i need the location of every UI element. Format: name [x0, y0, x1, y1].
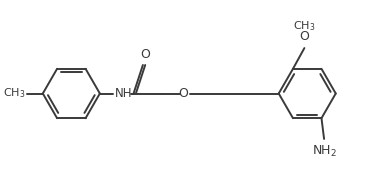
Text: NH$_2$: NH$_2$	[311, 144, 336, 159]
Text: O: O	[178, 87, 188, 100]
Text: CH$_3$: CH$_3$	[3, 87, 25, 100]
Text: CH$_3$: CH$_3$	[293, 19, 316, 33]
Text: NH: NH	[115, 87, 132, 100]
Text: O: O	[300, 30, 309, 43]
Text: O: O	[140, 48, 150, 61]
